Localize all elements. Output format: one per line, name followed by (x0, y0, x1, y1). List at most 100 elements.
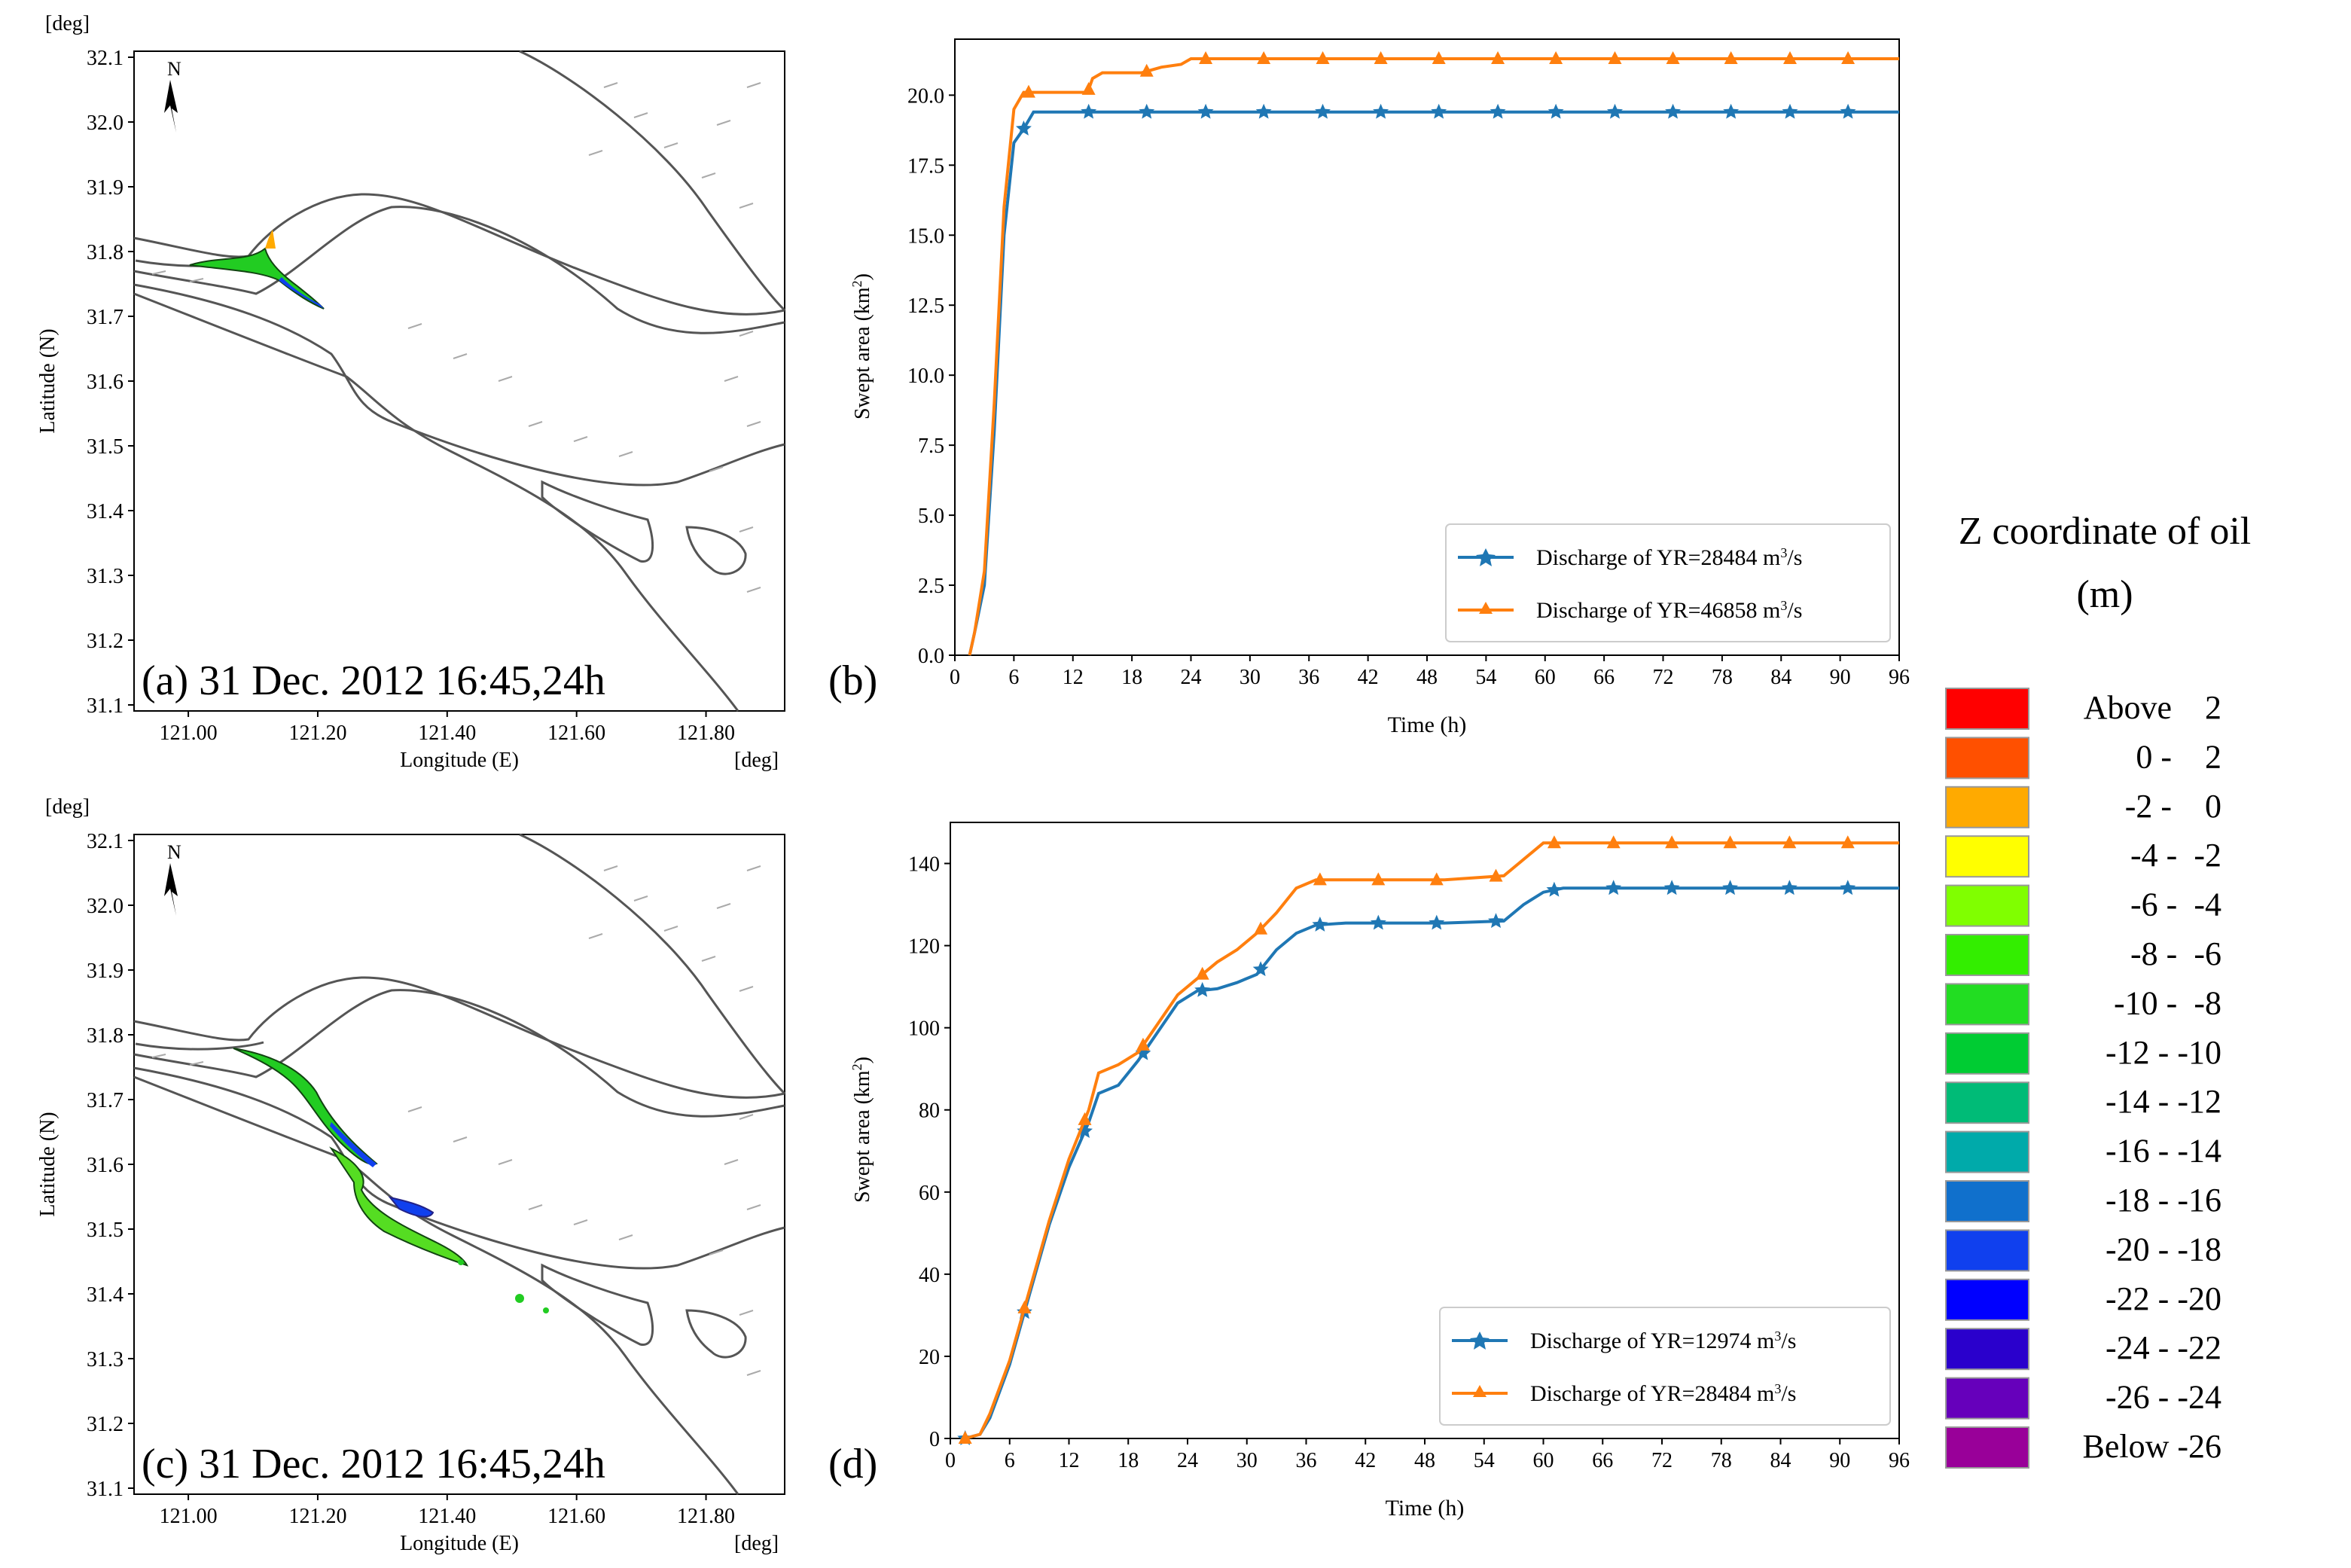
data-point-star (1194, 981, 1211, 997)
xtick-label: 0 (950, 666, 960, 689)
map-panel-a: N [deg] [deg] 32.1 32.0 31.9 31.8 31.7 31.6 31… (36, 12, 786, 772)
xtick-label: 84 (1770, 1449, 1791, 1472)
map-c-unit-top: [deg] (45, 795, 90, 819)
map-xtick-label: 121.40 (418, 1505, 476, 1528)
map-a-unit-right: [deg] (734, 749, 779, 772)
legend-entry-2: Discharge of YR=46858 m3/s (1536, 598, 1802, 623)
chart-d-ylabel-text: Swept area (km (851, 1070, 874, 1203)
colorbar-label: -24 - -22 (2106, 1329, 2221, 1366)
oil-slick-upper-deep (330, 1122, 377, 1167)
colorbar-label: -18 - -16 (2106, 1182, 2221, 1219)
xtick-label: 48 (1416, 666, 1438, 689)
ytick-label: 12.5 (907, 294, 944, 318)
xtick-label: 66 (1592, 1449, 1613, 1472)
data-point-star (1197, 103, 1214, 119)
legend-entry-1-end: /s (1787, 545, 1802, 570)
xtick-label: 18 (1121, 666, 1142, 689)
map-c-flow-arrows (151, 865, 761, 1376)
north-label: N (167, 841, 181, 863)
data-point-triangle (1374, 51, 1388, 65)
xtick-label: 36 (1298, 666, 1319, 689)
map-a-frame (133, 50, 785, 712)
colorbar-swatch (1945, 1278, 2029, 1321)
colorbar-label: Below -26 (2082, 1428, 2221, 1465)
data-point-triangle (1840, 835, 1855, 849)
legend-entry-1-sup: 3 (1780, 545, 1787, 560)
xtick-label: 96 (1889, 666, 1910, 689)
data-point-triangle (1081, 81, 1096, 95)
legend-triangle-icon (1473, 1385, 1487, 1397)
data-point-triangle (1257, 51, 1271, 65)
map-a-xlabel: Longitude (E) (400, 749, 519, 772)
map-ytick-label: 31.8 (87, 241, 123, 264)
colorbar-swatch (1945, 1180, 2029, 1222)
colorbar-label: -4 - -2 (2130, 837, 2221, 874)
data-point-star (1723, 103, 1740, 119)
ytick-label: 5.0 (918, 505, 944, 528)
data-point-star (1139, 103, 1155, 119)
ytick-label: 0 (929, 1428, 940, 1451)
xtick-label: 0 (945, 1449, 956, 1472)
map-c-coastline (133, 833, 786, 1495)
map-xtick-label: 121.00 (160, 1505, 218, 1528)
colorbar-label: -6 - -4 (2130, 886, 2221, 923)
map-c-unit-right: [deg] (734, 1532, 779, 1555)
colorbar-swatch (1945, 786, 2029, 828)
colorbar-swatch (1945, 1328, 2029, 1371)
chart-d-panel-label: (d) (828, 1441, 877, 1487)
xtick-label: 96 (1889, 1449, 1910, 1472)
south-coast (133, 1075, 739, 1495)
legend-entry-2-text: Discharge of YR=28484 m (1530, 1381, 1774, 1406)
map-ytick-label: 32.1 (87, 830, 123, 853)
map-xtick-label: 121.40 (418, 721, 476, 745)
data-point-triangle (1136, 1037, 1150, 1051)
ytick-label: 0.0 (918, 645, 944, 668)
map-c-xticks: 121.00 121.20 121.40 121.60 121.80 (160, 1494, 735, 1528)
channel-upper-edge (135, 1041, 264, 1051)
map-ytick-label: 31.5 (87, 435, 123, 459)
data-point-star (1431, 103, 1447, 119)
ytick-label: 2.5 (918, 575, 944, 598)
ytick-label: 20.0 (907, 84, 944, 108)
xtick-label: 90 (1829, 1449, 1850, 1472)
chart-b-xticks: 0 6 12 18 24 30 36 42 48 54 60 66 72 78 84 90 96 (950, 655, 1910, 689)
legend-entry-2: Discharge of YR=28484 m3/s (1530, 1381, 1796, 1406)
colorbar-title: Z coordinate of oil (1959, 510, 2251, 553)
data-point-star (1782, 103, 1798, 119)
map-a-caption: (a) 31 Dec. 2012 16:45,24h (142, 657, 605, 704)
colorbar-swatch (1945, 934, 2029, 976)
ytick-label: 60 (919, 1182, 940, 1205)
legend-entry-1-end: /s (1781, 1329, 1796, 1353)
colorbar-label: -12 - -10 (2106, 1034, 2221, 1071)
data-point-triangle (1429, 872, 1444, 886)
chart-d-yticks: 0 20 40 60 80 100 120 140 (908, 853, 950, 1451)
data-point-triangle (1254, 921, 1268, 935)
colorbar-swatch (1945, 1229, 2029, 1272)
island-1 (541, 480, 654, 563)
map-c-ylabel: Latitude (N) (36, 1112, 59, 1216)
chart-b-ylabel-sup: 2 (849, 280, 864, 287)
colorbar-label: -14 - -12 (2106, 1083, 2221, 1120)
data-point-triangle (1316, 51, 1330, 65)
xtick-label: 24 (1181, 666, 1202, 689)
map-ytick-label: 31.7 (87, 306, 123, 329)
map-a-coastline (133, 50, 786, 712)
xtick-label: 60 (1535, 666, 1556, 689)
xtick-label: 90 (1830, 666, 1851, 689)
colorbar-swatch (1945, 1032, 2029, 1075)
chart-d-ylabel-sup: 2 (849, 1063, 864, 1070)
xtick-label: 54 (1475, 666, 1496, 689)
oil-droplet (458, 1259, 464, 1265)
map-xtick-label: 121.60 (547, 721, 605, 745)
legend-entry-1: Discharge of YR=28484 m3/s (1536, 545, 1802, 570)
map-a-ylabel: Latitude (N) (36, 328, 59, 433)
colorbar-swatch (1945, 1377, 2029, 1420)
colorbar-label: -8 - -6 (2130, 935, 2221, 972)
colorbar-swatch (1945, 1426, 2029, 1469)
colorbar-label: Above 2 (2084, 689, 2221, 726)
chart-b-ylabel-end: ) (851, 273, 874, 280)
legend-entry-1-sup: 3 (1774, 1329, 1781, 1344)
data-point-star (1373, 103, 1389, 119)
data-point-star (1665, 103, 1681, 119)
chart-d-xticks: 0 6 12 18 24 30 36 42 48 54 60 66 72 78 84 90 96 (945, 1438, 1910, 1472)
